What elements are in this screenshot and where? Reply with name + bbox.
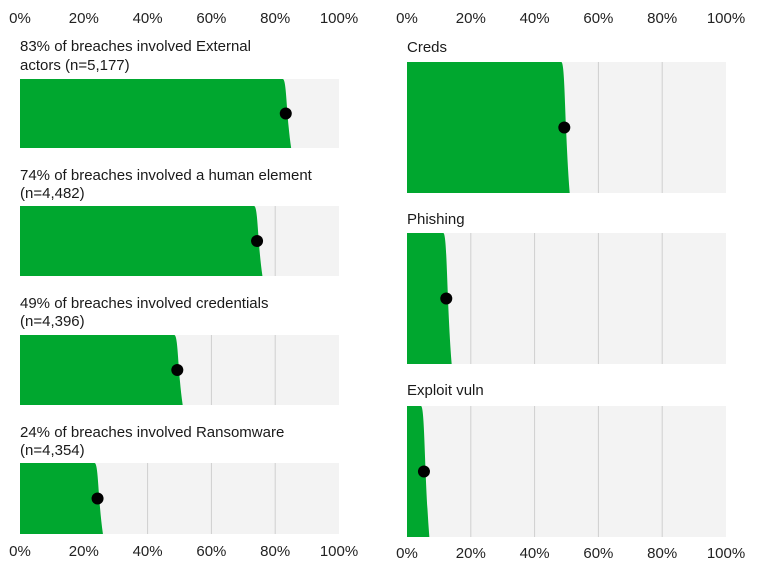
x-tick-label-top: 100% (320, 10, 358, 27)
panel-title: (n=4,396) (20, 313, 85, 330)
panel-title: 83% of breaches involved External (20, 38, 251, 55)
x-tick-label-top: 100% (707, 10, 745, 27)
value-marker (440, 292, 453, 305)
x-tick-label-bottom: 40% (520, 545, 550, 562)
bar-fill (20, 79, 292, 148)
bar-fill (20, 206, 263, 276)
panel-track (407, 406, 726, 537)
panel-title: 49% of breaches involved credentials (20, 295, 268, 312)
x-tick-label-top: 40% (520, 10, 550, 27)
value-marker (279, 107, 292, 120)
x-tick-label-bottom: 100% (320, 543, 358, 560)
x-tick-label-bottom: 80% (260, 543, 290, 560)
x-tick-label-top: 0% (9, 10, 31, 27)
x-tick-label-bottom: 40% (133, 543, 163, 560)
value-marker (171, 364, 184, 376)
panel-title: 74% of breaches involved a human element (20, 167, 313, 184)
panel-title: (n=4,482) (20, 185, 85, 202)
bar-fill (20, 463, 103, 534)
x-tick-label-top: 0% (396, 10, 418, 27)
panel-title: actors (n=5,177) (20, 57, 130, 74)
panel-track (407, 233, 726, 364)
x-tick-label-top: 20% (69, 10, 99, 27)
x-tick-label-bottom: 80% (647, 545, 677, 562)
x-tick-label-bottom: 20% (69, 543, 99, 560)
x-tick-label-bottom: 0% (396, 545, 418, 562)
bar-fill (407, 62, 570, 193)
value-marker (91, 492, 104, 505)
panel-title: Phishing (407, 211, 465, 228)
x-tick-label-top: 60% (583, 10, 613, 27)
panel-title: 24% of breaches involved Ransomware (20, 424, 284, 441)
x-tick-label-top: 40% (133, 10, 163, 27)
x-tick-label-bottom: 20% (456, 545, 486, 562)
value-marker (558, 121, 571, 134)
x-tick-label-bottom: 60% (583, 545, 613, 562)
panel-title: Exploit vuln (407, 382, 484, 399)
x-tick-label-top: 80% (647, 10, 677, 27)
x-tick-label-top: 20% (456, 10, 486, 27)
x-tick-label-bottom: 60% (196, 543, 226, 560)
x-tick-label-top: 80% (260, 10, 290, 27)
panel-title: (n=4,354) (20, 442, 85, 459)
x-tick-label-bottom: 0% (9, 543, 31, 560)
panel-title: Creds (407, 39, 447, 56)
bar-fill (20, 335, 183, 405)
value-marker (251, 235, 264, 247)
value-marker (417, 465, 430, 478)
x-tick-label-top: 60% (196, 10, 226, 27)
bar-fill (407, 233, 452, 364)
x-tick-label-bottom: 100% (707, 545, 745, 562)
